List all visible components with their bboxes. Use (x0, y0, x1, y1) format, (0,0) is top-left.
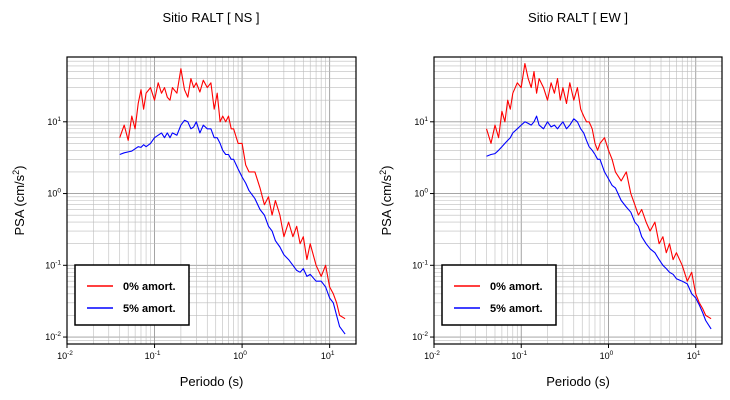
x-tick-label: 10-2 (57, 350, 73, 361)
y-axis-label-main: PSA (cm/s (379, 174, 394, 235)
y-axis-label: PSA (cm/s2) (378, 165, 394, 235)
x-tick-base: 10 (233, 351, 243, 361)
y-tick-exp: -1 (422, 259, 428, 266)
y-tick-exp: 1 (57, 116, 61, 123)
x-tick-exp: -1 (155, 350, 161, 357)
series-line-0 (119, 68, 346, 320)
series-line-1 (119, 119, 346, 335)
x-tick-label: 100 (600, 350, 614, 361)
legend-label-0: 0% amort. (123, 281, 176, 293)
x-tick-label: 10-1 (145, 350, 161, 361)
y-tick-base: 10 (47, 117, 57, 127)
y-axis-label-main: PSA (cm/s (12, 174, 27, 235)
chart-title: Sitio RALT [ EW ] (528, 10, 628, 25)
plot-frame (66, 56, 357, 345)
y-tick-label: 10-2 (412, 331, 428, 342)
y-tick-label: 10-1 (412, 259, 428, 270)
x-axis-label: Periodo (s) (546, 374, 610, 389)
y-axis-label-tail: ) (379, 165, 394, 169)
y-tick-base: 10 (412, 260, 422, 270)
x-tick-label: 101 (687, 350, 701, 361)
y-tick-exp: -2 (55, 331, 61, 338)
x-tick-exp: 0 (610, 350, 614, 357)
x-tick-exp: -1 (521, 350, 527, 357)
y-tick-exp: -2 (422, 331, 428, 338)
series-line-1 (486, 115, 712, 330)
y-axis-label: PSA (cm/s2) (11, 165, 27, 235)
legend: 0% amort. 5% amort. (441, 264, 557, 326)
y-tick-base: 10 (47, 189, 57, 199)
series-line-0 (485, 62, 712, 320)
x-tick-base: 10 (145, 351, 155, 361)
x-tick-exp: 1 (331, 350, 335, 357)
y-axis-label-sup: 2 (11, 170, 21, 175)
legend-label-1: 5% amort. (123, 303, 176, 315)
x-tick-base: 10 (687, 351, 697, 361)
x-tick-label: 10-2 (424, 350, 440, 361)
legend-box (74, 264, 190, 326)
x-tick-exp: 1 (697, 350, 701, 357)
legend-box (441, 264, 557, 326)
chart-title: Sitio RALT [ NS ] (162, 10, 259, 25)
y-tick-label: 100 (414, 188, 428, 199)
y-tick-label: 10-1 (45, 259, 61, 270)
y-tick-base: 10 (412, 332, 422, 342)
y-axis-label-tail: ) (12, 165, 27, 169)
legend-label-0: 0% amort. (490, 281, 543, 293)
x-tick-exp: -2 (434, 350, 440, 357)
x-tick-exp: -2 (67, 350, 73, 357)
y-tick-label: 101 (414, 116, 428, 127)
y-axis-label-sup: 2 (378, 170, 388, 175)
x-tick-exp: 0 (243, 350, 247, 357)
y-tick-label: 101 (47, 116, 61, 127)
y-tick-base: 10 (414, 189, 424, 199)
x-tick-base: 10 (424, 351, 434, 361)
x-tick-base: 10 (511, 351, 521, 361)
y-tick-base: 10 (45, 260, 55, 270)
x-axis-label: Periodo (s) (180, 374, 244, 389)
plot-frame (433, 56, 723, 345)
x-tick-base: 10 (57, 351, 67, 361)
legend-label-1: 5% amort. (490, 303, 543, 315)
legend: 0% amort. 5% amort. (74, 264, 190, 326)
y-tick-base: 10 (414, 117, 424, 127)
x-tick-base: 10 (600, 351, 610, 361)
y-tick-exp: -1 (55, 259, 61, 266)
y-tick-label: 100 (47, 188, 61, 199)
x-tick-base: 10 (321, 351, 331, 361)
y-tick-base: 10 (45, 332, 55, 342)
y-tick-exp: 0 (57, 188, 61, 195)
y-tick-label: 10-2 (45, 331, 61, 342)
y-tick-exp: 1 (424, 116, 428, 123)
x-tick-label: 100 (233, 350, 247, 361)
y-tick-exp: 0 (424, 188, 428, 195)
x-tick-label: 10-1 (511, 350, 527, 361)
x-tick-label: 101 (321, 350, 335, 361)
